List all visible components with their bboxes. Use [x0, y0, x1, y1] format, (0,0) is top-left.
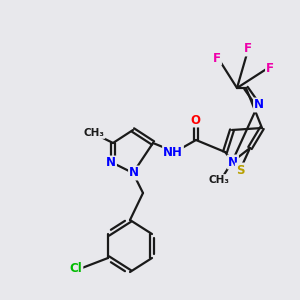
Text: F: F — [213, 52, 221, 64]
Text: O: O — [190, 113, 200, 127]
Text: N: N — [254, 98, 264, 112]
Text: S: S — [236, 164, 244, 176]
Text: Cl: Cl — [70, 262, 83, 275]
Text: N: N — [129, 167, 139, 179]
Text: N: N — [228, 155, 238, 169]
Text: CH₃: CH₃ — [208, 175, 230, 185]
Text: F: F — [266, 61, 274, 74]
Text: F: F — [244, 43, 252, 56]
Text: N: N — [106, 157, 116, 169]
Text: NH: NH — [163, 146, 183, 158]
Text: CH₃: CH₃ — [83, 128, 104, 138]
